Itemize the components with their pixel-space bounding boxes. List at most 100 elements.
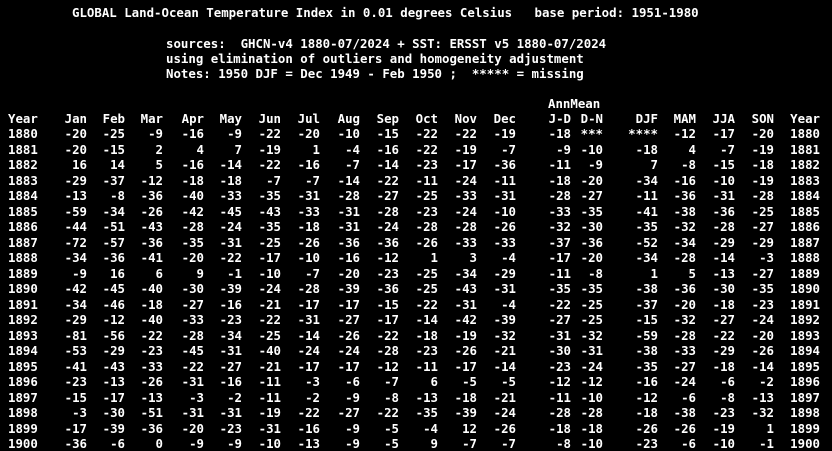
table-cell: -28 — [454, 219, 477, 234]
table-cell: -25 — [751, 203, 774, 219]
table-cell: -17 — [712, 126, 735, 141]
table-cell: -3 — [759, 250, 774, 265]
table-cell: 1895 — [790, 358, 820, 374]
table-cell: 4 — [688, 141, 696, 157]
table-cell: -81 — [64, 327, 87, 343]
table-cell: -7 — [384, 374, 399, 389]
table-cell: -31 — [337, 219, 360, 234]
table-cell: -11 — [258, 374, 281, 389]
table-cell: -35 — [635, 219, 658, 234]
column-header: May — [219, 111, 242, 126]
table-cell: -27 — [712, 312, 735, 327]
table-cell: -7 — [305, 265, 320, 281]
table-cell: -28 — [415, 219, 438, 234]
table-cell: -23 — [64, 374, 87, 389]
column-header: Dec — [493, 111, 516, 126]
table-cell: 1890 — [8, 281, 38, 296]
table-cell: -22 — [548, 296, 571, 312]
table-cell: -15 — [64, 389, 87, 405]
table-cell: -23 — [140, 343, 163, 358]
table-cell: -6 — [681, 389, 696, 405]
table-cell: -26 — [140, 203, 163, 219]
table-cell: -23 — [376, 265, 399, 281]
table-cell: -29 — [102, 343, 125, 358]
table-cell: -43 — [140, 219, 163, 234]
table-cell: 5 — [155, 157, 163, 172]
table-cell: 1899 — [790, 420, 820, 436]
table-cell: -9 — [556, 141, 571, 157]
table-cell: -31 — [297, 312, 320, 327]
table-cell: -18 — [548, 126, 571, 141]
table-cell: -3 — [305, 374, 320, 389]
table-cell: 1889 — [8, 265, 38, 281]
table-cell: -20 — [181, 420, 204, 436]
table-row: 1893 -81 -56 -22 -28 -34 -25 -14 -26 -22 -18 -19 -32… — [0, 328, 832, 343]
table-cell: 1885 — [8, 203, 38, 219]
table-cell: -36 — [580, 234, 603, 250]
table-cell: -36 — [493, 157, 516, 172]
table-cell: -22 — [376, 172, 399, 188]
table-cell: -16 — [219, 374, 242, 389]
table-cell: -19 — [712, 420, 735, 436]
table-cell: 2 — [155, 141, 163, 157]
table-cell: -17 — [102, 389, 125, 405]
table-cell: -18 — [415, 327, 438, 343]
column-header: Apr — [181, 111, 204, 126]
table-cell: -18 — [548, 172, 571, 188]
table-cell: -32 — [580, 327, 603, 343]
table-row: 1884 -13 -8 -36 -40 -33 -35 -31 -28 -27 -25 -33 -31 -… — [0, 188, 832, 203]
column-header: Mar — [140, 111, 163, 126]
table-cell: -33 — [181, 312, 204, 327]
table-cell: -44 — [64, 219, 87, 234]
table-cell: -57 — [102, 234, 125, 250]
table-cell: -24 — [454, 203, 477, 219]
table-row: 1881 -20 -15 2 4 7 -19 1 -4 -16 -22 -19 -7 -9 -10 -18 4 -… — [0, 142, 832, 157]
table-cell: -8 — [720, 389, 735, 405]
table-cell: -41 — [140, 250, 163, 265]
table-cell: -5 — [384, 420, 399, 436]
table-cell: -29 — [64, 172, 87, 188]
table-cell: 1900 — [790, 436, 820, 451]
table-cell: -14 — [493, 358, 516, 374]
table-cell: -16 — [297, 157, 320, 172]
table-row: 1891 -34 -46 -18 -27 -16 -21 -17 -17 -15 -22 -31 -4 -… — [0, 297, 832, 312]
table-cell: -7 — [720, 141, 735, 157]
table-cell: -9 — [227, 126, 242, 141]
method-line: using elimination of outliers and homoge… — [166, 51, 584, 66]
table-cell: -12 — [140, 172, 163, 188]
table-cell: -27 — [548, 312, 571, 327]
table-cell: -17 — [454, 358, 477, 374]
column-header: DJF — [635, 111, 658, 126]
table-cell: -1 — [759, 436, 774, 451]
table-cell: -72 — [64, 234, 87, 250]
table-cell: -17 — [297, 358, 320, 374]
table-cell: -23 — [415, 343, 438, 358]
column-header: D-N — [580, 111, 603, 126]
table-cell: -36 — [337, 234, 360, 250]
table-cell: -39 — [219, 281, 242, 296]
table-cell: -35 — [258, 188, 281, 203]
table-cell: -37 — [102, 172, 125, 188]
table-cell: -31 — [297, 188, 320, 203]
table-cell: -17 — [548, 250, 571, 265]
table-cell: -39 — [102, 420, 125, 436]
table-cell: -27 — [181, 296, 204, 312]
table-cell: -34 — [635, 250, 658, 265]
table-cell: -24 — [376, 219, 399, 234]
table-cell: -11 — [548, 265, 571, 281]
table-cell: -10 — [580, 436, 603, 451]
table-cell: -24 — [297, 343, 320, 358]
table-cell: -16 — [337, 250, 360, 265]
table-cell: -36 — [140, 420, 163, 436]
table-cell: -31 — [219, 234, 242, 250]
table-cell: -33 — [673, 343, 696, 358]
table-cell: -8 — [110, 188, 125, 203]
annmean-super-header: AnnMean — [548, 96, 601, 111]
table-cell: -20 — [580, 250, 603, 265]
table-cell: -31 — [493, 281, 516, 296]
table-cell: -7 — [305, 172, 320, 188]
table-cell: -28 — [337, 188, 360, 203]
column-header: JJA — [712, 111, 735, 126]
table-cell: -22 — [376, 405, 399, 420]
